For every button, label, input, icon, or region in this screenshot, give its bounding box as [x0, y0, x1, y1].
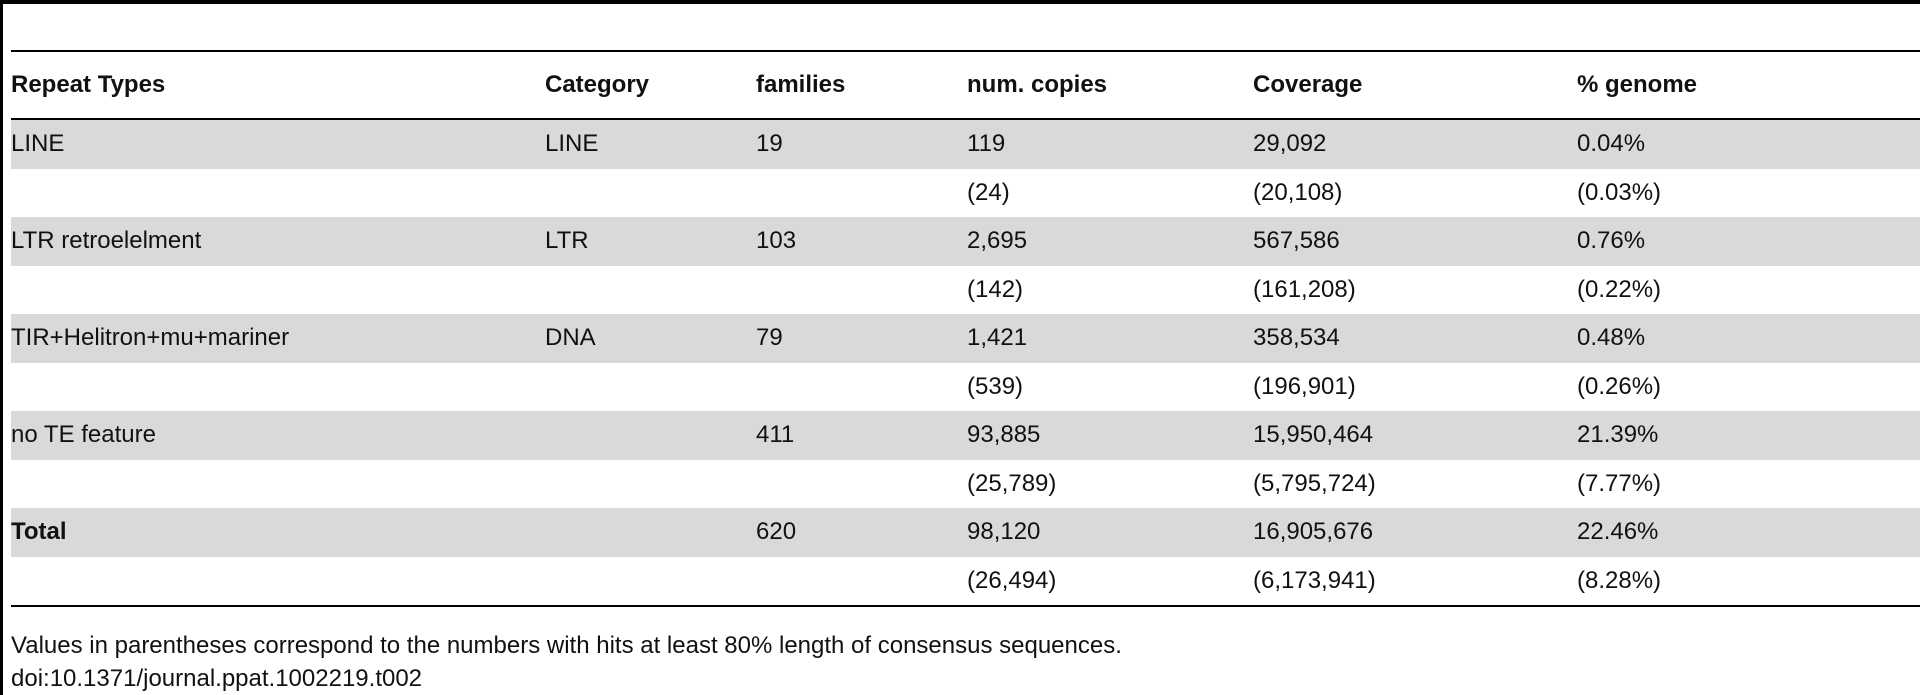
cell-coverage-80: (6,173,941): [1253, 556, 1577, 606]
table-row-total: Total 620 98,120 16,905,676 22.46%: [11, 508, 1920, 557]
cell-percent-genome: 0.04%: [1577, 119, 1920, 169]
cell-repeat-type: LINE: [11, 119, 545, 169]
cell-coverage-80: (20,108): [1253, 168, 1577, 217]
cell-repeat-type: TIR+Helitron+mu+mariner: [11, 314, 545, 363]
cell-percent-genome-80: (0.03%): [1577, 168, 1920, 217]
table-row-80pct: (142) (161,208) (0.22%): [11, 265, 1920, 314]
table-row: no TE feature 411 93,885 15,950,464 21.3…: [11, 411, 1920, 460]
repeat-types-table-container: Repeat Types Category families num. copi…: [11, 50, 1920, 607]
cell-num-copies-80: (24): [967, 168, 1253, 217]
cell-percent-genome: 0.76%: [1577, 217, 1920, 266]
footnote-text: Values in parentheses correspond to the …: [11, 632, 1122, 659]
cell-coverage: 358,534: [1253, 314, 1577, 363]
left-border-rule: [0, 0, 3, 695]
cell-families: 411: [756, 411, 967, 460]
cell-percent-genome: 0.48%: [1577, 314, 1920, 363]
cell-num-copies-80: (25,789): [967, 459, 1253, 508]
cell-repeat-type-total: Total: [11, 508, 545, 557]
repeat-types-table: Repeat Types Category families num. copi…: [11, 50, 1920, 607]
header-num-copies: num. copies: [967, 71, 1108, 98]
table-row-80pct: (25,789) (5,795,724) (7.77%): [11, 459, 1920, 508]
header-families: families: [756, 71, 846, 98]
cell-num-copies-80: (26,494): [967, 556, 1253, 606]
doi-text: doi:10.1371/journal.ppat.1002219.t002: [11, 665, 423, 692]
cell-families: 620: [756, 508, 967, 557]
cell-repeat-type: LTR retroelelment: [11, 217, 545, 266]
cell-coverage: 567,586: [1253, 217, 1577, 266]
cell-category: [545, 411, 756, 460]
cell-coverage: 29,092: [1253, 119, 1577, 169]
cell-percent-genome-80: (7.77%): [1577, 459, 1920, 508]
cell-category: LINE: [545, 119, 756, 169]
table-footnote: Values in parentheses correspond to the …: [11, 629, 1122, 695]
cell-percent-genome-80: (0.26%): [1577, 362, 1920, 411]
table-row: LINE LINE 19 119 29,092 0.04%: [11, 119, 1920, 169]
header-coverage: Coverage: [1253, 71, 1363, 98]
table-row-80pct: (24) (20,108) (0.03%): [11, 168, 1920, 217]
table-body: LINE LINE 19 119 29,092 0.04% (24) (20,1…: [11, 119, 1920, 606]
cell-percent-genome: 22.46%: [1577, 508, 1920, 557]
cell-families: 19: [756, 119, 967, 169]
cell-num-copies: 2,695: [967, 217, 1253, 266]
header-percent-genome: % genome: [1577, 71, 1698, 98]
cell-num-copies: 93,885: [967, 411, 1253, 460]
cell-percent-genome: 21.39%: [1577, 411, 1920, 460]
table-row-80pct-total: (26,494) (6,173,941) (8.28%): [11, 556, 1920, 606]
table-row-80pct: (539) (196,901) (0.26%): [11, 362, 1920, 411]
table-header: Repeat Types Category families num. copi…: [11, 51, 1920, 119]
cell-num-copies: 119: [967, 119, 1253, 169]
cell-num-copies-80: (142): [967, 265, 1253, 314]
cell-num-copies: 98,120: [967, 508, 1253, 557]
header-row: Repeat Types Category families num. copi…: [11, 51, 1920, 119]
cell-coverage-80: (161,208): [1253, 265, 1577, 314]
cell-coverage: 16,905,676: [1253, 508, 1577, 557]
cell-coverage-80: (5,795,724): [1253, 459, 1577, 508]
cell-num-copies: 1,421: [967, 314, 1253, 363]
header-repeat-types: Repeat Types: [11, 71, 166, 98]
cell-category: DNA: [545, 314, 756, 363]
cell-coverage-80: (196,901): [1253, 362, 1577, 411]
top-border-rule: [0, 0, 1920, 4]
cell-percent-genome-80: (8.28%): [1577, 556, 1920, 606]
cell-category: [545, 508, 756, 557]
cell-category: LTR: [545, 217, 756, 266]
cell-coverage: 15,950,464: [1253, 411, 1577, 460]
cell-num-copies-80: (539): [967, 362, 1253, 411]
table-row: TIR+Helitron+mu+mariner DNA 79 1,421 358…: [11, 314, 1920, 363]
cell-percent-genome-80: (0.22%): [1577, 265, 1920, 314]
cell-families: 103: [756, 217, 967, 266]
table-row: LTR retroelelment LTR 103 2,695 567,586 …: [11, 217, 1920, 266]
cell-repeat-type: no TE feature: [11, 411, 545, 460]
cell-families: 79: [756, 314, 967, 363]
header-category: Category: [545, 71, 650, 98]
